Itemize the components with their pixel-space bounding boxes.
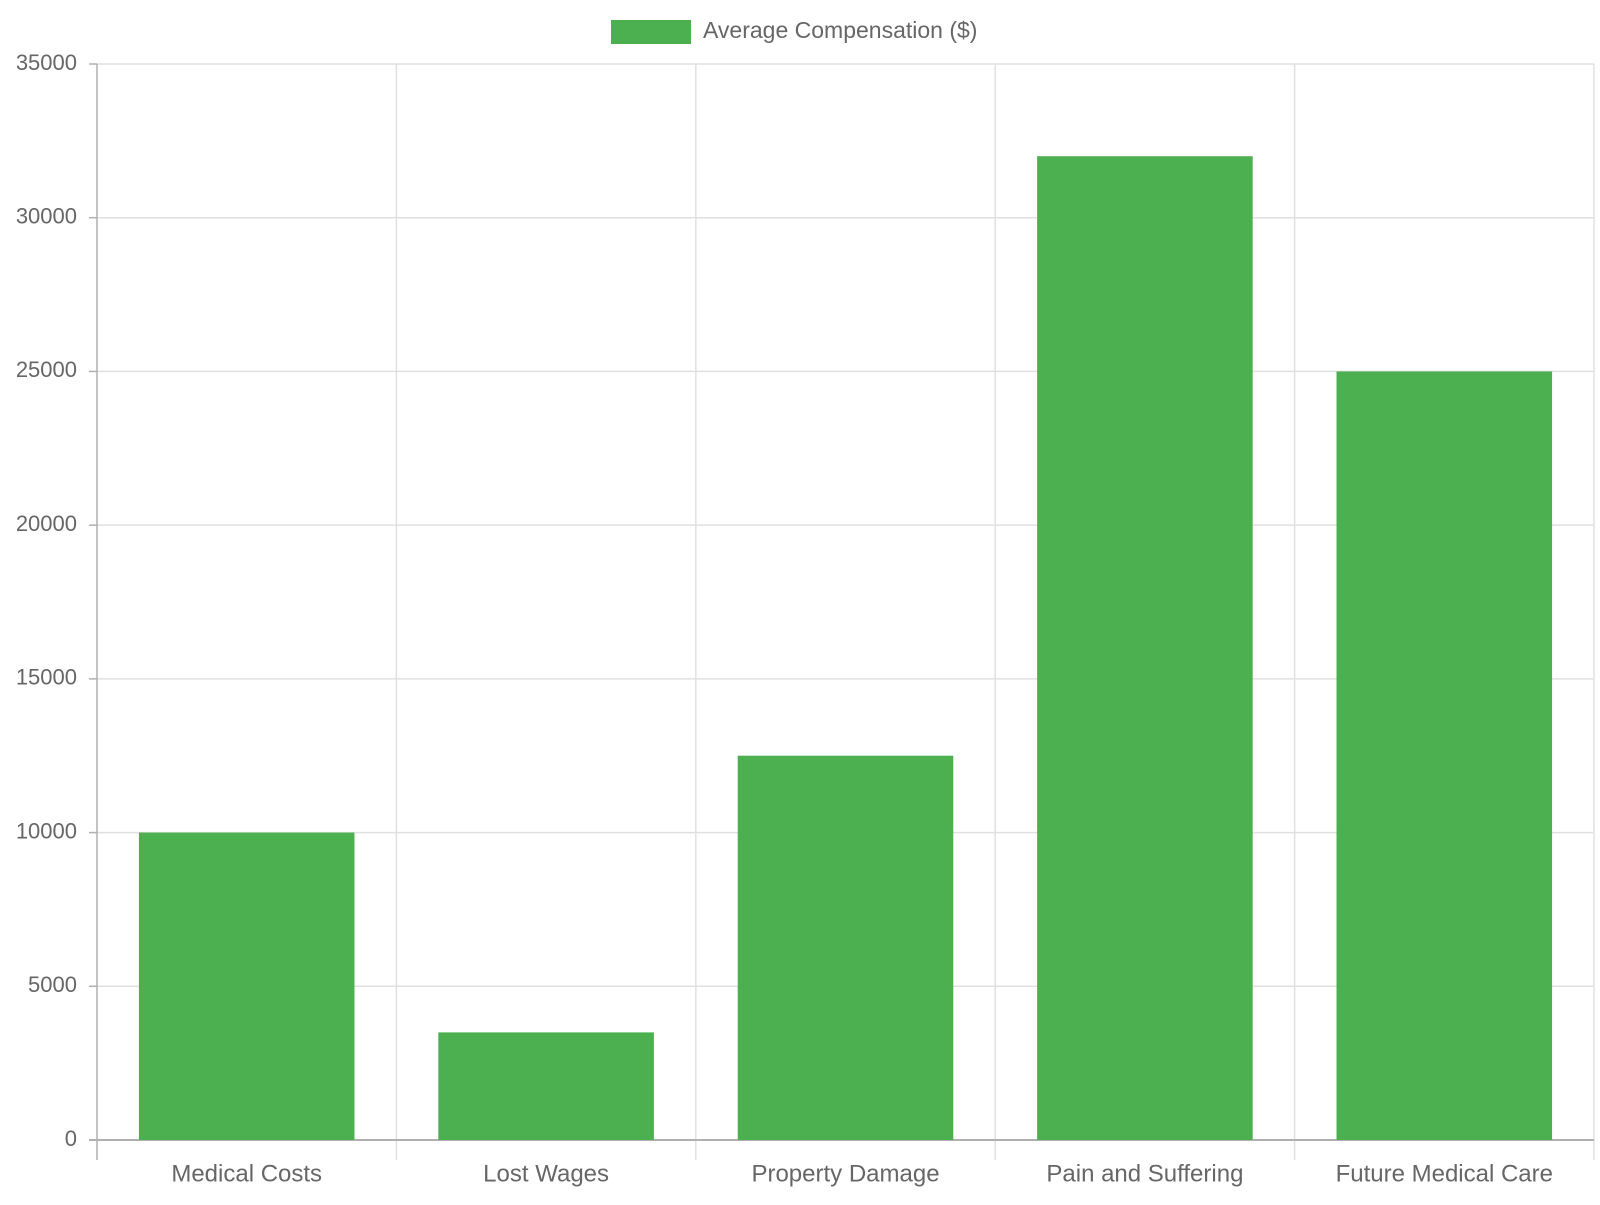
legend-label[interactable]: Average Compensation ($)	[703, 17, 977, 43]
x-tick-label: Lost Wages	[483, 1160, 609, 1187]
y-tick-label: 30000	[16, 204, 77, 229]
y-tick-label: 35000	[16, 50, 77, 75]
y-tick-label: 10000	[16, 818, 77, 843]
y-tick-label: 0	[65, 1126, 77, 1151]
bar-pain-and-suffering[interactable]	[1037, 156, 1253, 1140]
bar-medical-costs[interactable]	[138, 832, 355, 1140]
x-tick-label: Medical Costs	[171, 1160, 322, 1187]
x-tick-label: Future Medical Care	[1336, 1160, 1553, 1187]
x-tick-label: Pain and Suffering	[1046, 1160, 1243, 1187]
legend[interactable]: Average Compensation ($)	[611, 17, 977, 44]
bar-lost-wages[interactable]	[438, 1032, 654, 1140]
x-tick-label: Property Damage	[751, 1160, 939, 1187]
y-tick-label: 25000	[16, 357, 77, 382]
y-tick-label: 20000	[16, 511, 77, 536]
bar-property-damage[interactable]	[737, 755, 954, 1140]
y-tick-label: 5000	[28, 972, 77, 997]
y-tick-label: 15000	[16, 665, 77, 690]
bars	[138, 156, 1553, 1140]
tick-labels: 0 5000 10000 15000 20000 25000 30000 35000 Medic…	[16, 50, 1553, 1188]
bar-future-medical-care[interactable]	[1336, 371, 1553, 1140]
legend-swatch[interactable]	[611, 20, 691, 44]
